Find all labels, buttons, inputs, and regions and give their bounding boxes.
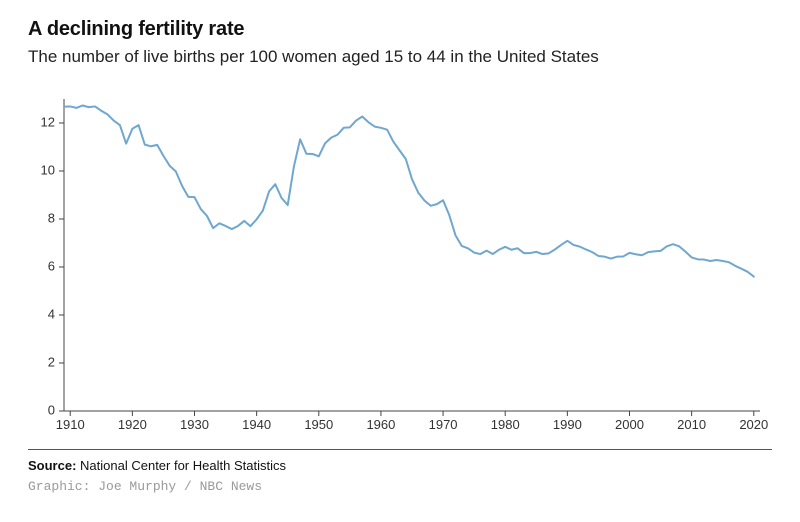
y-tick-label: 8 xyxy=(48,210,55,225)
y-tick-label: 12 xyxy=(41,114,55,129)
chart-title: A declining fertility rate xyxy=(28,18,772,41)
line-chart: 0 2 4 6 8 10 12 1910 1920 1930 1940 1950 1960 1970 198… xyxy=(28,89,772,439)
chart-area: 0 2 4 6 8 10 12 1910 1920 1930 1940 1950 1960 1970 198… xyxy=(28,89,772,439)
x-tick-label: 2020 xyxy=(739,417,768,432)
x-tick-label: 1940 xyxy=(242,417,271,432)
x-tick-label: 1980 xyxy=(491,417,520,432)
y-tick-label: 2 xyxy=(48,354,55,369)
x-tick-label: 1960 xyxy=(366,417,395,432)
source-label: Source: xyxy=(28,458,76,473)
footer-divider xyxy=(28,449,772,450)
x-tick-label: 1970 xyxy=(429,417,458,432)
source-line: Source: National Center for Health Stati… xyxy=(28,458,772,473)
x-tick-label: 1910 xyxy=(56,417,85,432)
x-tick-label: 1920 xyxy=(118,417,147,432)
x-tick-label: 1930 xyxy=(180,417,209,432)
chart-card: { "title": "A declining fertility rate",… xyxy=(0,0,800,508)
source-text: National Center for Health Statistics xyxy=(80,458,286,473)
chart-subtitle: The number of live births per 100 women … xyxy=(28,47,772,67)
x-tick-label: 1950 xyxy=(304,417,333,432)
y-tick-label: 10 xyxy=(41,162,55,177)
x-tick-label: 1990 xyxy=(553,417,582,432)
y-tick-label: 4 xyxy=(48,306,55,321)
credit-line: Graphic: Joe Murphy / NBC News xyxy=(28,479,772,494)
y-tick-label: 6 xyxy=(48,258,55,273)
y-tick-label: 0 xyxy=(48,402,55,417)
x-tick-label: 2010 xyxy=(677,417,706,432)
x-tick-label: 2000 xyxy=(615,417,644,432)
